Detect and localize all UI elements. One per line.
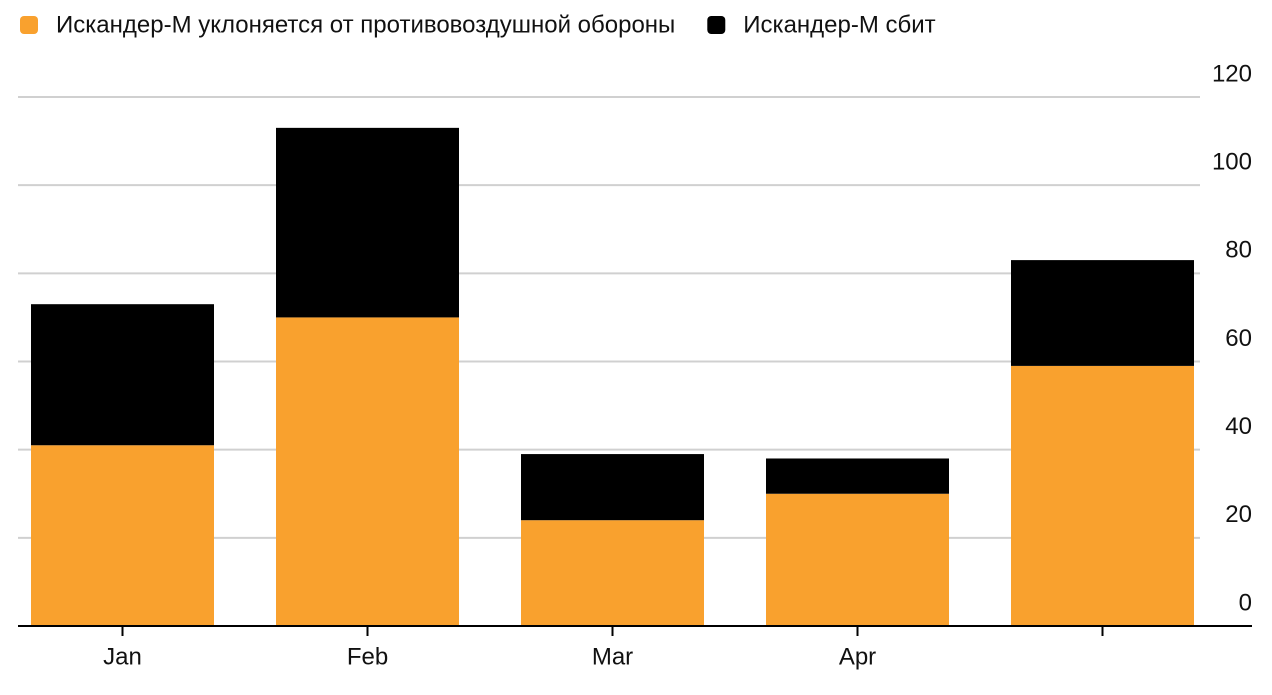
bar: [31, 304, 214, 446]
bar: [1011, 365, 1194, 626]
bar: [276, 317, 459, 626]
bar: [766, 458, 949, 494]
bar: [1011, 260, 1194, 366]
legend-swatch: [20, 16, 38, 34]
bar: [766, 493, 949, 626]
bar: [521, 520, 704, 626]
y-tick-label: 40: [1225, 413, 1252, 440]
y-tick-label: 100: [1212, 149, 1252, 176]
legend-swatch: [707, 16, 726, 34]
y-tick-label: 0: [1239, 589, 1252, 616]
bar: [521, 454, 704, 521]
y-tick-label: 20: [1225, 501, 1252, 528]
bar: [31, 445, 214, 626]
legend-label: Искандер-М сбит: [743, 11, 935, 38]
x-tick-label: Feb: [347, 643, 388, 670]
x-tick-label: Jan: [103, 643, 142, 670]
y-tick-label: 120: [1212, 60, 1252, 87]
y-tick-label: 80: [1225, 237, 1252, 264]
x-tick-label: Apr: [839, 643, 876, 670]
x-tick-label: Mar: [592, 643, 633, 670]
legend-label: Искандер-М уклоняется от противовоздушно…: [56, 11, 675, 38]
y-tick-label: 60: [1225, 325, 1252, 352]
bar: [276, 127, 459, 318]
